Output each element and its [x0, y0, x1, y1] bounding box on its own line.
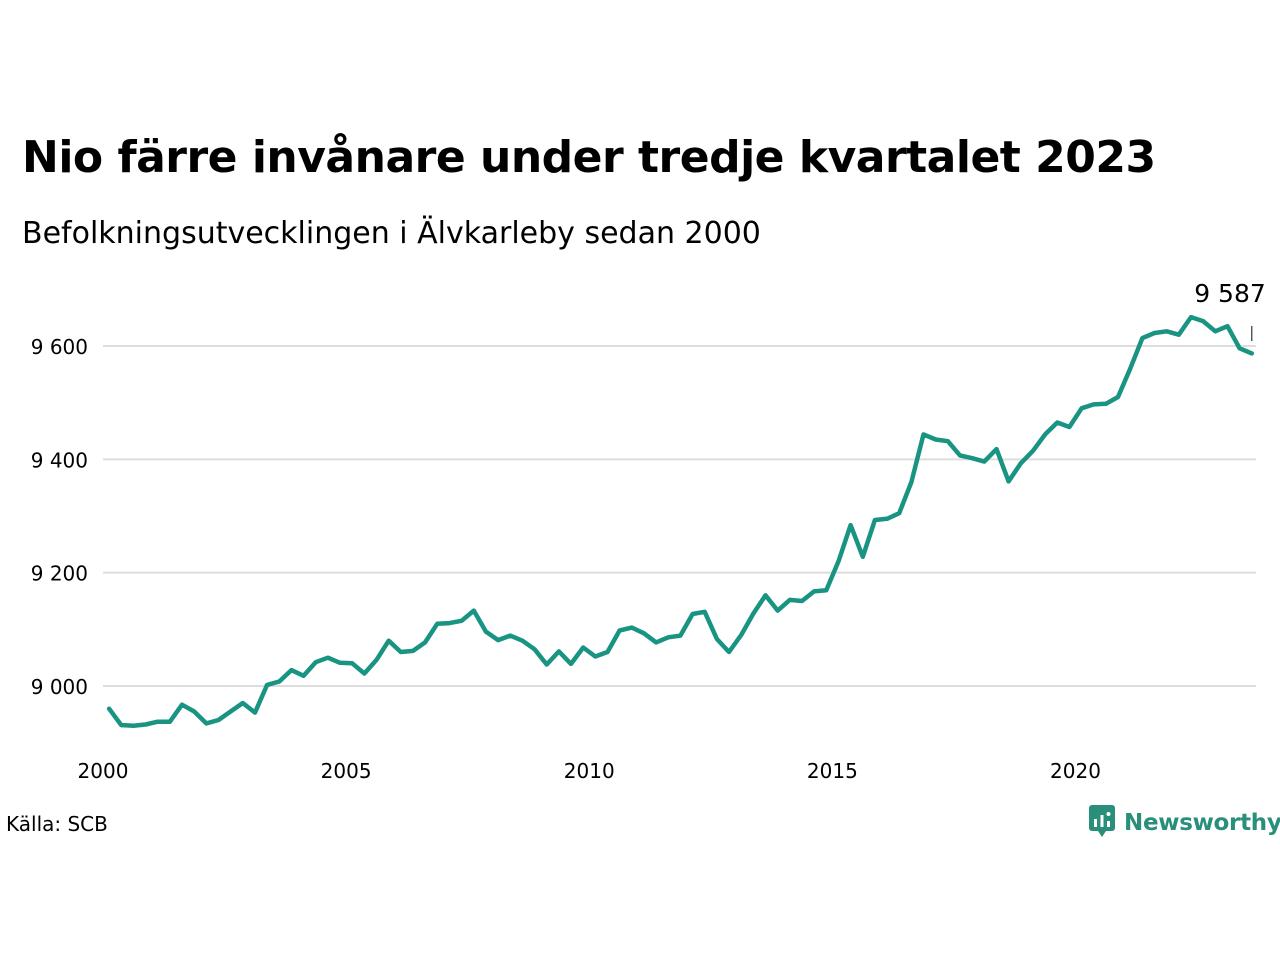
- y-axis: 9 000 9 200 9 400 9 600: [31, 335, 88, 699]
- source-note: Källa: SCB: [6, 812, 108, 836]
- x-tick-label: 2015: [807, 759, 858, 783]
- y-tick-label: 9 200: [31, 562, 88, 586]
- newsworthy-logo-icon: [1088, 804, 1116, 842]
- chart-title: Nio färre invånare under tredje kvartale…: [22, 132, 1156, 183]
- x-tick-label: 2000: [78, 759, 129, 783]
- brand-logo[interactable]: Newsworthy: [1088, 804, 1280, 842]
- annotation-label: 9 587: [1194, 279, 1266, 308]
- series-line: [106, 314, 1255, 728]
- y-tick-label: 9 400: [31, 448, 88, 472]
- y-tick-label: 9 000: [31, 675, 88, 699]
- grid-layer: [103, 345, 1256, 687]
- x-tick-label: 2005: [321, 759, 372, 783]
- brand-name: Newsworthy: [1124, 810, 1280, 836]
- y-tick-label: 9 600: [31, 335, 88, 359]
- x-tick-label: 2010: [564, 759, 615, 783]
- annotation-layer: 9 587: [1194, 279, 1266, 341]
- x-axis: 2000 2005 2010 2015 2020: [78, 759, 1101, 783]
- chart-subtitle: Befolkningsutvecklingen i Älvkarleby sed…: [22, 216, 761, 251]
- x-tick-label: 2020: [1050, 759, 1101, 783]
- series-layer: [106, 314, 1255, 728]
